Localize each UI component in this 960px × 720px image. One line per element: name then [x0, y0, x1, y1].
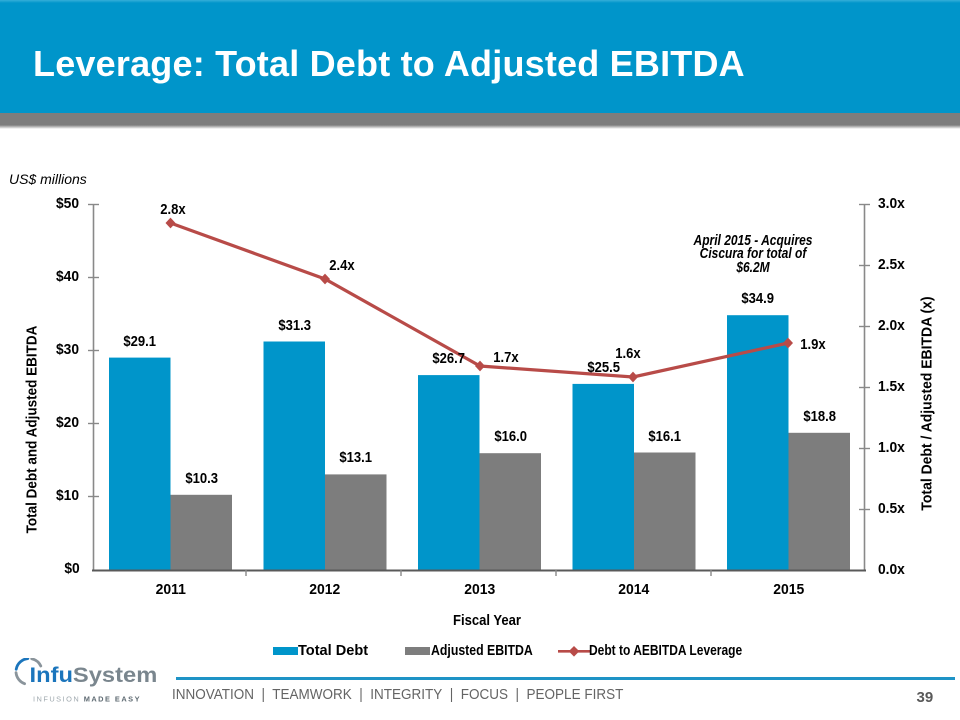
svg-text:INFUSION MADE EASY: INFUSION MADE EASY [33, 695, 141, 704]
